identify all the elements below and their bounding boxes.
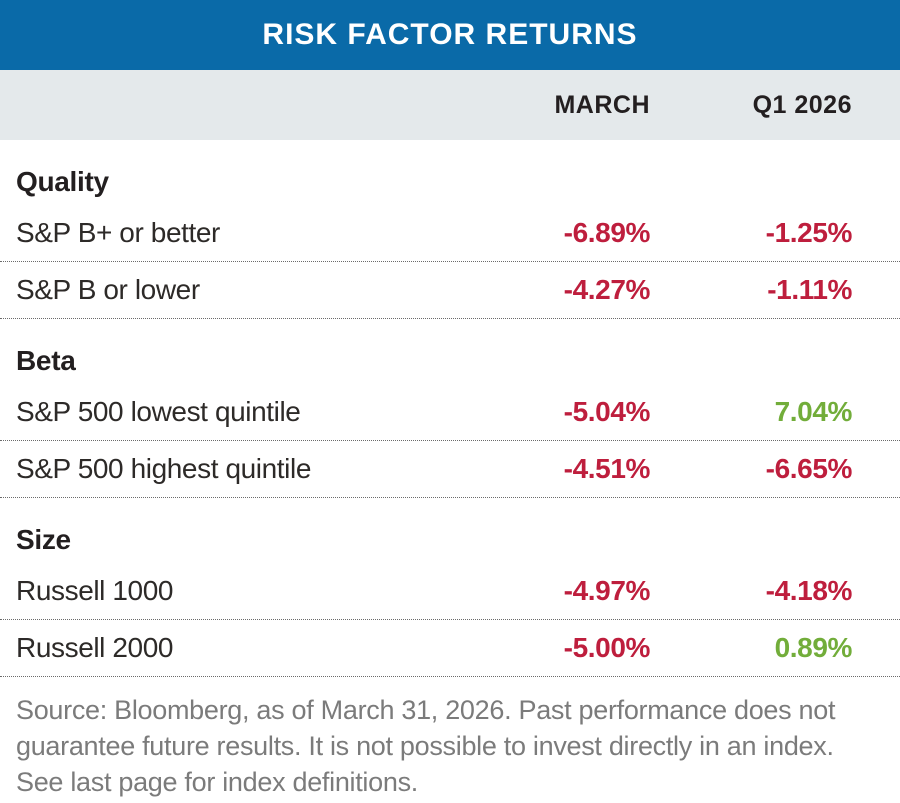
table-row: Russell 2000 -5.00% 0.89% xyxy=(0,620,900,677)
q1-value: -1.25% xyxy=(765,217,853,248)
row-label: Russell 1000 xyxy=(16,575,174,606)
table-row: Russell 1000 -4.97% -4.18% xyxy=(0,563,900,620)
march-value: -4.51% xyxy=(563,453,651,484)
march-value: -6.89% xyxy=(563,217,651,248)
table-row: S&P B or lower -4.27% -1.11% xyxy=(0,262,900,319)
section-heading: Size xyxy=(16,524,71,555)
row-label: Russell 2000 xyxy=(16,632,174,663)
row-label: S&P B or lower xyxy=(16,274,200,305)
column-header-march: MARCH xyxy=(554,90,650,119)
section-quality: Quality S&P B+ or better -6.89% -1.25% S… xyxy=(0,140,900,319)
q1-value: -6.65% xyxy=(765,453,853,484)
table-row: S&P B+ or better -6.89% -1.25% xyxy=(0,205,900,262)
section-size: Size Russell 1000 -4.97% -4.18% Russell … xyxy=(0,498,900,677)
q1-value: -4.18% xyxy=(765,575,853,606)
column-header-q1-2026: Q1 2026 xyxy=(752,90,852,119)
source-note: Source: Bloomberg, as of March 31, 2026.… xyxy=(16,695,836,797)
march-value: -4.97% xyxy=(563,575,651,606)
column-header-band: MARCH Q1 2026 xyxy=(0,70,900,140)
march-value: -5.04% xyxy=(563,396,651,427)
table-row: S&P 500 lowest quintile -5.04% 7.04% xyxy=(0,384,900,441)
table-title-bar: RISK FACTOR RETURNS xyxy=(0,0,900,70)
row-label: S&P 500 lowest quintile xyxy=(16,396,301,427)
section-heading: Quality xyxy=(16,166,109,197)
q1-value: -1.11% xyxy=(767,274,852,305)
march-value: -5.00% xyxy=(563,632,651,663)
q1-value: 7.04% xyxy=(774,396,853,427)
march-value: -4.27% xyxy=(563,274,651,305)
row-label: S&P 500 highest quintile xyxy=(16,453,311,484)
q1-value: 0.89% xyxy=(774,632,853,663)
row-label: S&P B+ or better xyxy=(16,217,220,248)
table-title: RISK FACTOR RETURNS xyxy=(262,18,638,51)
table-row: S&P 500 highest quintile -4.51% -6.65% xyxy=(0,441,900,498)
section-heading: Beta xyxy=(16,345,76,376)
section-beta: Beta S&P 500 lowest quintile -5.04% 7.04… xyxy=(0,319,900,498)
